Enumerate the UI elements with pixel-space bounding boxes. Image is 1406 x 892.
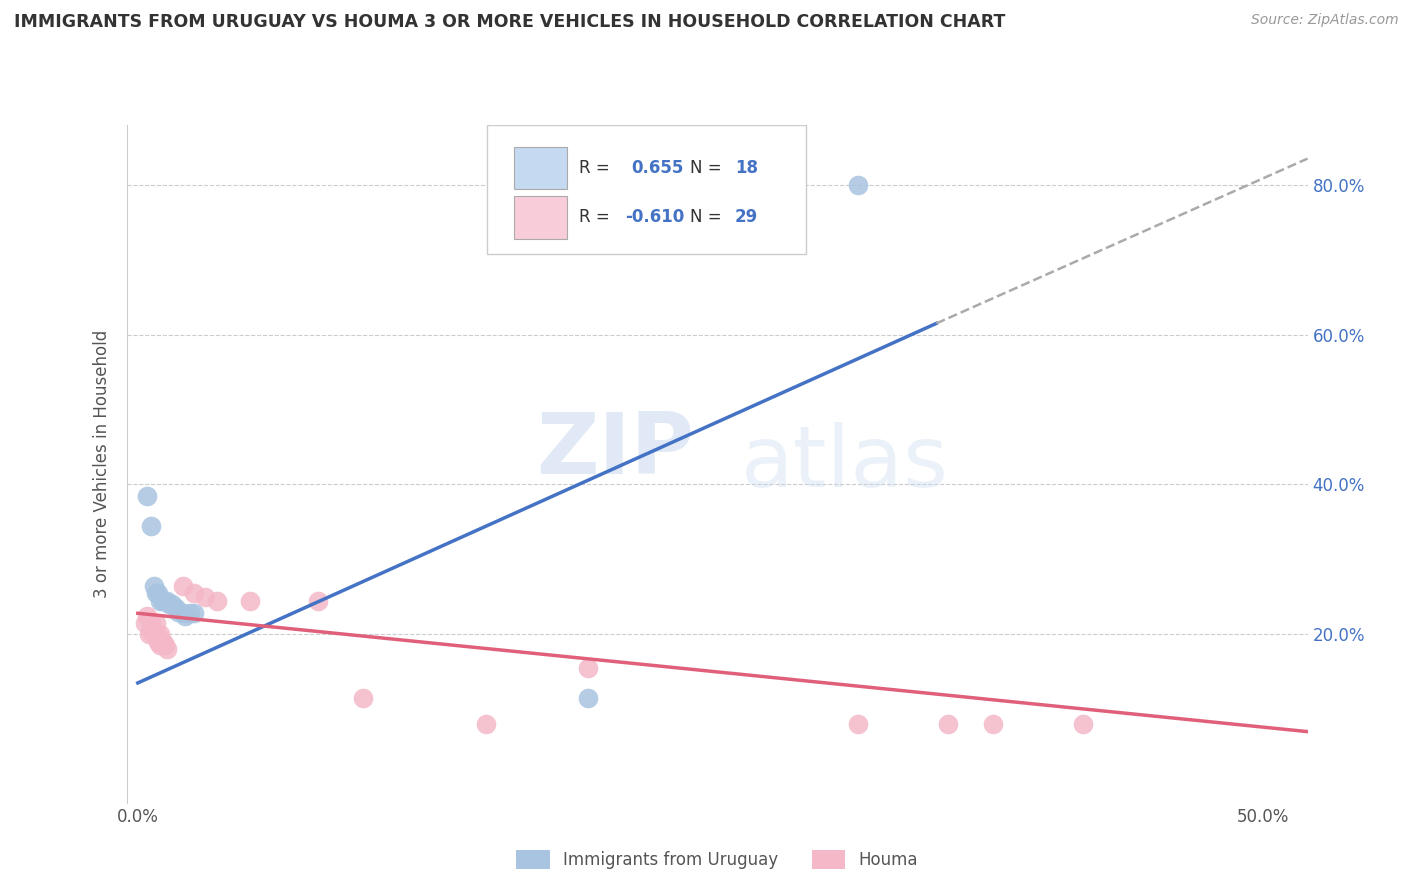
Point xyxy=(160,597,183,611)
Point xyxy=(167,605,190,619)
Point xyxy=(135,608,157,623)
Text: R =: R = xyxy=(579,208,614,226)
Point xyxy=(936,717,959,731)
Point xyxy=(145,615,167,630)
Point xyxy=(156,642,179,657)
Point xyxy=(165,601,187,615)
Point xyxy=(183,607,205,621)
Point xyxy=(576,661,599,675)
Point xyxy=(135,489,157,503)
Point xyxy=(576,690,599,705)
Text: IMMIGRANTS FROM URUGUAY VS HOUMA 3 OR MORE VEHICLES IN HOUSEHOLD CORRELATION CHA: IMMIGRANTS FROM URUGUAY VS HOUMA 3 OR MO… xyxy=(14,13,1005,31)
FancyBboxPatch shape xyxy=(486,125,806,253)
Point xyxy=(172,607,194,621)
Point xyxy=(307,593,329,607)
Point xyxy=(149,593,172,607)
Point xyxy=(145,627,167,641)
Point xyxy=(157,597,180,611)
Text: N =: N = xyxy=(690,208,727,226)
Text: Source: ZipAtlas.com: Source: ZipAtlas.com xyxy=(1251,13,1399,28)
Text: 0.655: 0.655 xyxy=(631,159,683,177)
Point xyxy=(475,717,498,731)
Point xyxy=(146,634,169,648)
Point xyxy=(142,624,165,638)
Point xyxy=(183,586,205,600)
Text: R =: R = xyxy=(579,159,614,177)
Point xyxy=(174,608,197,623)
Point xyxy=(141,615,163,630)
Point xyxy=(179,607,201,621)
Point xyxy=(145,586,167,600)
Point xyxy=(981,717,1004,731)
Point xyxy=(146,586,169,600)
Point xyxy=(142,627,165,641)
Text: -0.610: -0.610 xyxy=(624,208,685,226)
Point xyxy=(146,631,169,645)
Point xyxy=(149,627,172,641)
Point xyxy=(156,593,179,607)
Point xyxy=(142,578,165,592)
Text: 29: 29 xyxy=(735,208,758,226)
Point xyxy=(141,518,163,533)
Point xyxy=(138,627,160,641)
Text: atlas: atlas xyxy=(741,422,949,506)
Point xyxy=(152,634,174,648)
Point xyxy=(205,593,228,607)
Point xyxy=(149,639,172,653)
Point xyxy=(134,615,156,630)
Point xyxy=(1071,717,1094,731)
Point xyxy=(194,590,217,604)
FancyBboxPatch shape xyxy=(515,196,567,239)
Point xyxy=(846,717,869,731)
Point xyxy=(153,639,176,653)
Point xyxy=(352,690,374,705)
Point xyxy=(239,593,262,607)
Point xyxy=(141,624,163,638)
Point xyxy=(846,178,869,192)
FancyBboxPatch shape xyxy=(515,146,567,189)
Point xyxy=(152,593,174,607)
Text: N =: N = xyxy=(690,159,727,177)
Legend: Immigrants from Uruguay, Houma: Immigrants from Uruguay, Houma xyxy=(510,843,924,876)
Point xyxy=(172,578,194,592)
Text: 18: 18 xyxy=(735,159,758,177)
Text: ZIP: ZIP xyxy=(536,409,693,491)
Y-axis label: 3 or more Vehicles in Household: 3 or more Vehicles in Household xyxy=(93,330,111,598)
